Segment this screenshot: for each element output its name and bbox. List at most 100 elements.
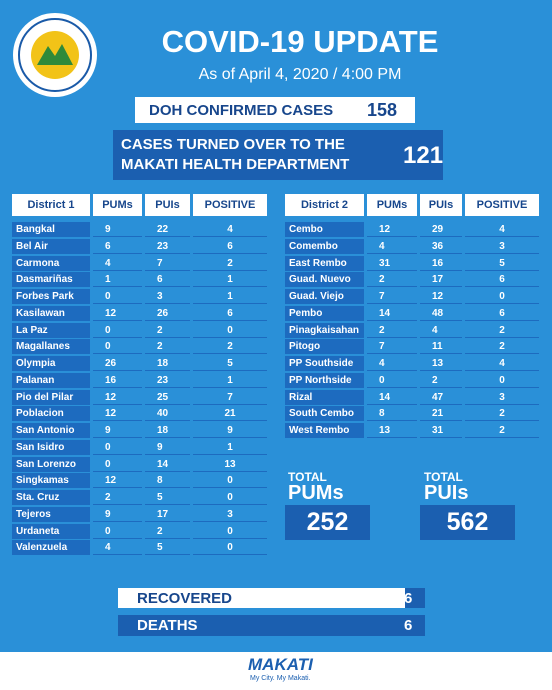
row-value: 21 [193,406,267,422]
row-value: 14 [145,457,190,472]
row-name: Pio del Pilar [12,389,90,405]
table-header: District 1 [12,194,90,216]
row-value: 6 [465,306,539,321]
row-value: 6 [193,239,267,254]
row-value: 12 [93,406,142,422]
row-value: 0 [93,524,142,539]
row-value: 8 [367,406,417,422]
row-name: Pinagkaisahan [285,322,364,338]
row-value: 9 [145,440,190,455]
row-name: Carmona [12,255,90,271]
row-value: 4 [93,256,142,271]
row-value: 25 [145,390,190,405]
row-value: 9 [93,423,142,438]
row-value: 1 [93,272,142,288]
row-name: Bangkal [12,222,90,237]
row-name: Bel Air [12,238,90,254]
row-name: South Cembo [285,406,364,422]
total-puis-value: 562 [420,505,515,540]
row-value: 13 [367,423,417,438]
row-value: 36 [420,239,462,254]
row-value: 9 [93,222,142,237]
row-name: San Antonio [12,423,90,438]
row-value: 0 [193,524,267,539]
row-value: 21 [420,406,462,422]
row-value: 8 [145,473,190,489]
row-value: 0 [93,339,142,355]
row-value: 0 [193,540,267,556]
row-name: Pembo [285,305,364,321]
row-name: PP Northside [285,372,364,388]
total-pums-small: TOTAL [288,470,327,484]
row-value: 0 [367,373,417,388]
row-name: Guad. Nuevo [285,272,364,288]
row-name: Rizal [285,389,364,405]
footer: MAKATI My City. My Makati. [0,652,552,690]
row-value: 9 [193,423,267,438]
recovered-end [405,588,425,608]
row-value: 0 [93,440,142,455]
row-value: 18 [145,356,190,371]
row-value: 5 [145,540,190,556]
doh-label: DOH CONFIRMED CASES [149,102,334,119]
row-name: Comembo [285,238,364,254]
row-value: 4 [193,222,267,237]
row-value: 0 [465,373,539,388]
row-value: 4 [420,323,462,338]
row-name: San Lorenzo [12,456,90,472]
row-value: 7 [367,289,417,304]
doh-value: 158 [367,100,398,120]
row-name: Sta. Cruz [12,490,90,505]
row-value: 12 [93,306,142,321]
row-value: 2 [193,339,267,355]
deaths-label: DEATHS [137,617,198,634]
row-value: 13 [193,457,267,472]
row-name: Magallanes [12,339,90,355]
row-value: 3 [465,239,539,254]
row-value: 17 [145,507,190,522]
row-name: Urdaneta [12,523,90,539]
row-value: 7 [367,339,417,355]
row-name: Guad. Viejo [285,289,364,304]
row-value: 2 [145,323,190,338]
table-header: District 2 [285,194,364,216]
row-value: 1 [193,373,267,388]
table-header: POSITIVE [465,194,539,216]
row-name: Cembo [285,222,364,237]
row-value: 0 [93,289,142,304]
row-name: Singkamas [12,473,90,489]
row-value: 4 [367,239,417,254]
row-value: 6 [93,239,142,254]
table-header: PUMs [367,194,417,216]
row-value: 23 [145,239,190,254]
row-value: 1 [193,289,267,304]
row-value: 14 [367,306,417,321]
row-value: 0 [193,323,267,338]
row-value: 2 [145,339,190,355]
row-value: 2 [367,272,417,288]
row-value: 17 [420,272,462,288]
footer-tagline: My City. My Makati. [250,675,311,682]
row-value: 31 [420,423,462,438]
row-value: 2 [145,524,190,539]
row-value: 4 [465,356,539,371]
row-value: 4 [367,356,417,371]
row-value: 14 [367,390,417,405]
row-name: Tejeros [12,506,90,522]
row-value: 3 [145,289,190,304]
row-value: 18 [145,423,190,438]
row-value: 2 [420,373,462,388]
row-name: Pitogo [285,339,364,355]
row-name: La Paz [12,322,90,338]
total-pums-label: PUMs [288,482,344,504]
row-value: 2 [193,256,267,271]
row-value: 7 [145,256,190,271]
row-value: 2 [367,323,417,338]
row-value: 2 [465,339,539,355]
row-value: 9 [93,507,142,522]
row-value: 3 [193,507,267,522]
row-value: 3 [465,390,539,405]
row-name: PP Southside [285,356,364,371]
row-value: 6 [193,306,267,321]
